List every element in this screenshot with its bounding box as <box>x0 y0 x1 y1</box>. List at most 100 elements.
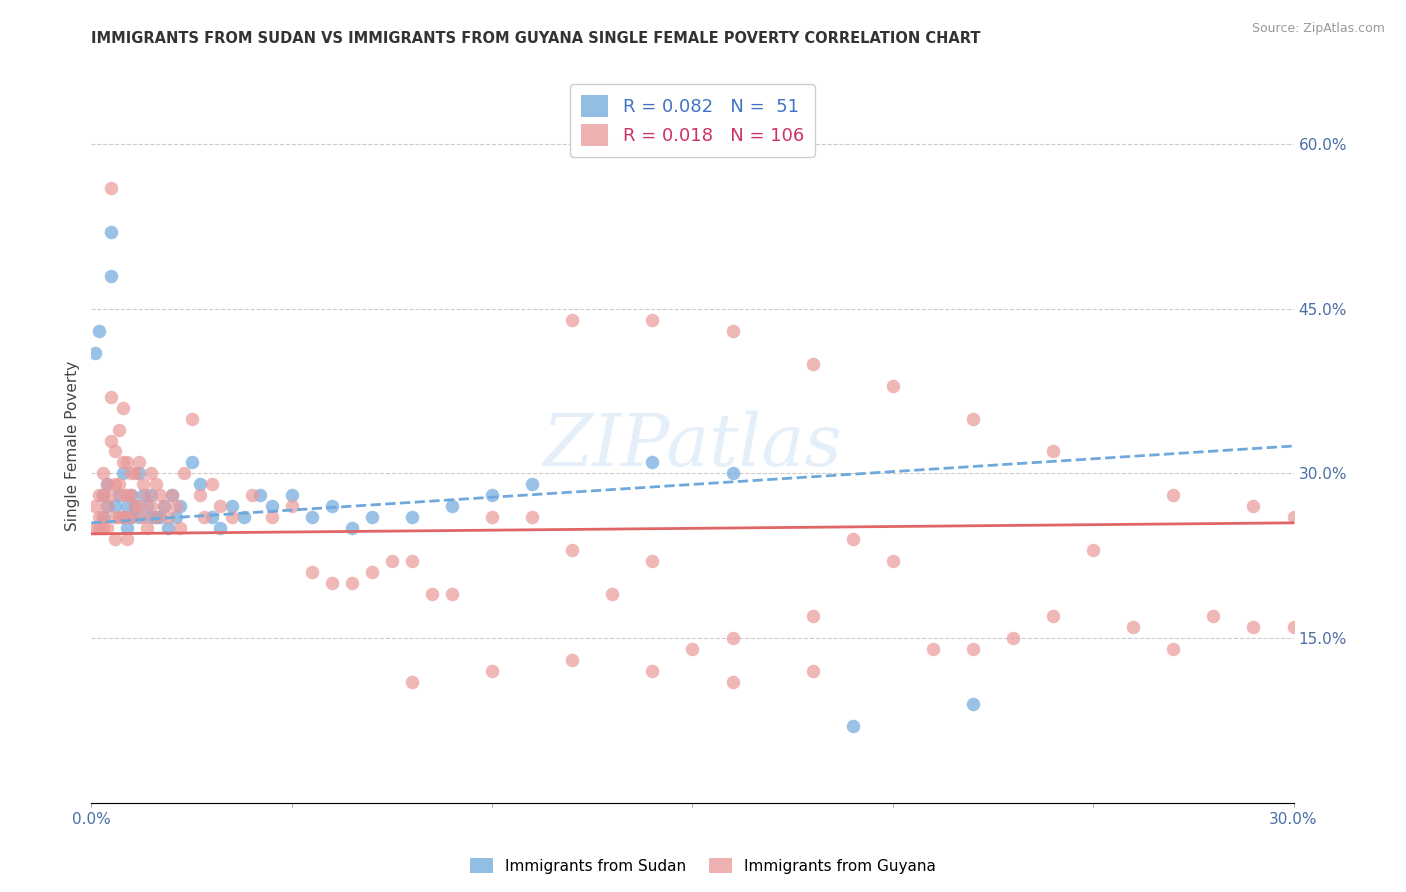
Point <box>141 488 163 502</box>
Point <box>132 477 155 491</box>
Point <box>1202 609 1225 624</box>
Point <box>141 510 163 524</box>
Point <box>128 467 150 481</box>
Point <box>173 467 195 481</box>
Point <box>112 401 135 415</box>
Point <box>136 500 159 514</box>
Point <box>522 477 544 491</box>
Point <box>340 576 363 591</box>
Point <box>281 500 304 514</box>
Point <box>1282 510 1305 524</box>
Point <box>100 268 122 283</box>
Point <box>440 587 463 601</box>
Point <box>84 521 107 535</box>
Point <box>124 500 146 514</box>
Point <box>124 500 146 514</box>
Point <box>148 488 170 502</box>
Point <box>145 510 167 524</box>
Point <box>104 533 127 547</box>
Text: IMMIGRANTS FROM SUDAN VS IMMIGRANTS FROM GUYANA SINGLE FEMALE POVERTY CORRELATIO: IMMIGRANTS FROM SUDAN VS IMMIGRANTS FROM… <box>91 31 981 46</box>
Point <box>561 543 583 558</box>
Point <box>132 488 155 502</box>
Point <box>641 312 664 326</box>
Point <box>165 500 187 514</box>
Point <box>93 488 115 502</box>
Point <box>962 642 984 657</box>
Point <box>1122 620 1144 634</box>
Point <box>128 500 150 514</box>
Point <box>100 390 122 404</box>
Point <box>221 510 243 524</box>
Point <box>112 467 135 481</box>
Point <box>922 642 945 657</box>
Point <box>401 675 423 690</box>
Point <box>117 455 139 469</box>
Point <box>420 587 443 601</box>
Point <box>121 510 143 524</box>
Point <box>132 510 155 524</box>
Point <box>89 324 111 338</box>
Point <box>260 510 283 524</box>
Point <box>96 521 118 535</box>
Point <box>360 566 382 580</box>
Point <box>801 357 824 371</box>
Point <box>104 500 127 514</box>
Y-axis label: Single Female Poverty: Single Female Poverty <box>65 361 80 531</box>
Point <box>522 510 544 524</box>
Point <box>96 477 118 491</box>
Point <box>1001 631 1024 645</box>
Point <box>962 697 984 711</box>
Point <box>100 225 122 239</box>
Point <box>96 477 118 491</box>
Point <box>124 467 146 481</box>
Point <box>801 609 824 624</box>
Point <box>232 510 254 524</box>
Point <box>681 642 703 657</box>
Point <box>100 434 122 448</box>
Point <box>721 467 744 481</box>
Point <box>208 500 231 514</box>
Point <box>201 477 224 491</box>
Point <box>721 631 744 645</box>
Point <box>121 467 143 481</box>
Point <box>108 423 131 437</box>
Point <box>321 500 343 514</box>
Point <box>1243 620 1265 634</box>
Point <box>121 488 143 502</box>
Point <box>93 521 115 535</box>
Point <box>360 510 382 524</box>
Point <box>240 488 263 502</box>
Point <box>145 510 167 524</box>
Point <box>401 510 423 524</box>
Point <box>117 488 139 502</box>
Point <box>1163 488 1185 502</box>
Point <box>141 500 163 514</box>
Point <box>93 467 115 481</box>
Point <box>93 510 115 524</box>
Point <box>221 500 243 514</box>
Point <box>1042 444 1064 458</box>
Point <box>301 510 323 524</box>
Point <box>160 488 183 502</box>
Point <box>188 477 211 491</box>
Point <box>100 181 122 195</box>
Point <box>1163 642 1185 657</box>
Point <box>112 510 135 524</box>
Point <box>841 533 863 547</box>
Point <box>152 500 174 514</box>
Point <box>561 312 583 326</box>
Point <box>93 510 115 524</box>
Text: ZIPatlas: ZIPatlas <box>543 410 842 482</box>
Point <box>117 533 139 547</box>
Point <box>882 554 904 568</box>
Point <box>152 500 174 514</box>
Point <box>208 521 231 535</box>
Point <box>141 467 163 481</box>
Point <box>117 500 139 514</box>
Point <box>962 411 984 425</box>
Point <box>160 488 183 502</box>
Point <box>481 488 503 502</box>
Point <box>602 587 624 601</box>
Point <box>481 664 503 678</box>
Point <box>201 510 224 524</box>
